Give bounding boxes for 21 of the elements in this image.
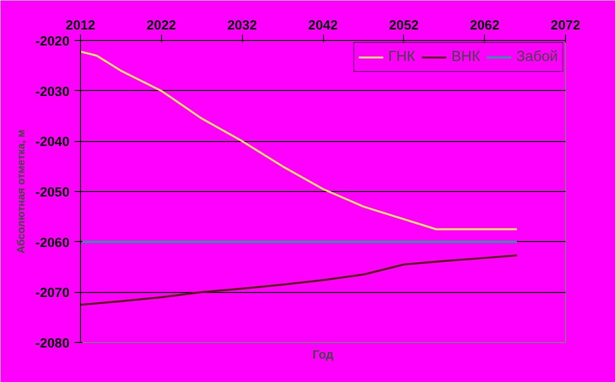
y-tick-label: -2060 [35, 234, 70, 250]
line-series [80, 254, 518, 306]
line-series [80, 50, 518, 230]
x-tick-label: 2012 [66, 18, 96, 32]
x-tick-label: 2042 [308, 18, 338, 32]
x-tick-label: 2052 [389, 18, 419, 32]
x-tick-label: 2032 [227, 18, 257, 32]
y-tick-label: -2050 [35, 184, 70, 200]
y-tick-label: -2080 [35, 336, 70, 350]
legend-label: ВНК [451, 49, 480, 65]
y-tick-label: -2030 [35, 84, 70, 99]
y-tick-label: -2020 [35, 34, 70, 48]
x-tick-label: 2062 [470, 18, 500, 32]
legend-label: ГНК [388, 49, 416, 65]
y-tick-label: -2070 [35, 285, 70, 300]
x-axis-title: Год [312, 348, 334, 362]
y-axis-title: Абсолютная отметка, м [15, 129, 28, 254]
x-tick-label: 2022 [146, 18, 176, 32]
y-tick-label: -2040 [35, 134, 70, 150]
legend-label: Забой [516, 49, 558, 65]
x-tick-label: 2072 [550, 18, 580, 32]
